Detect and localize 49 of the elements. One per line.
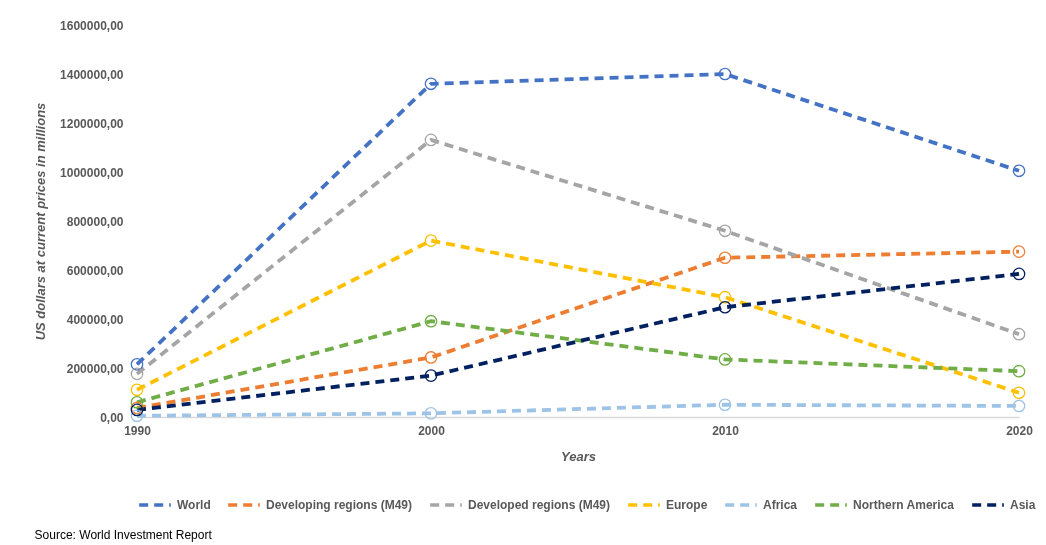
legend-label: Northern America xyxy=(853,498,955,512)
y-tick-label: 1000000,00 xyxy=(60,165,124,180)
legend-label: Africa xyxy=(763,498,798,512)
point xyxy=(1012,267,1026,281)
point xyxy=(718,224,732,238)
y-tick-label: 800000,00 xyxy=(66,214,124,229)
point xyxy=(424,314,438,328)
point xyxy=(718,300,732,314)
point xyxy=(718,398,732,412)
y-tick-label: 1200000,00 xyxy=(60,116,124,131)
y-tick-label: 1400000,00 xyxy=(60,67,124,82)
y-tick-label: 600000,00 xyxy=(66,263,124,278)
point xyxy=(424,77,438,91)
y-tick-label: 0,00 xyxy=(100,410,124,425)
point xyxy=(424,351,438,364)
point xyxy=(718,67,732,81)
x-tick-label: 2010 xyxy=(712,423,740,438)
x-axis-title: Years xyxy=(561,448,596,464)
point xyxy=(1012,327,1026,341)
point xyxy=(130,357,144,371)
legend-label: Developed regions (M49) xyxy=(468,498,611,512)
point xyxy=(1012,245,1026,258)
x-tick-label: 1990 xyxy=(124,423,152,438)
x-tick-label: 2020 xyxy=(1006,423,1034,438)
y-tick-label: 1600000,00 xyxy=(60,18,124,33)
point xyxy=(130,383,144,397)
legend-label: Europe xyxy=(666,498,708,512)
point xyxy=(424,369,438,382)
y-axis-title: US dollars at current prices in millions xyxy=(33,102,49,341)
point xyxy=(1012,364,1026,378)
y-tick-label: 200000,00 xyxy=(66,361,124,376)
point xyxy=(718,251,732,265)
legend-label: Developing regions (M49) xyxy=(266,498,413,512)
y-tick-label: 400000,00 xyxy=(66,312,124,327)
point xyxy=(130,409,144,423)
point xyxy=(718,290,732,304)
x-tick-label: 2000 xyxy=(418,423,446,438)
point xyxy=(424,234,438,247)
point xyxy=(1012,164,1026,178)
point xyxy=(424,133,438,147)
source-note: Source: World Investment Report xyxy=(34,528,213,542)
point xyxy=(130,395,144,409)
legend-label: World xyxy=(177,498,211,512)
point xyxy=(1012,399,1026,413)
point xyxy=(1012,386,1026,400)
point xyxy=(718,353,732,366)
point xyxy=(424,406,438,420)
point xyxy=(130,367,144,381)
legend-label: Asia xyxy=(1010,498,1036,512)
